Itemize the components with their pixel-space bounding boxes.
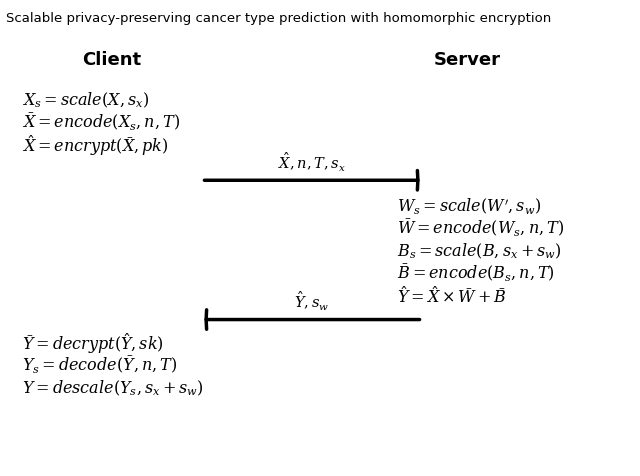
Text: $\bar{X} = encode(X_s, n, T)$: $\bar{X} = encode(X_s, n, T)$	[22, 112, 180, 133]
Text: $\hat{Y}, s_w$: $\hat{Y}, s_w$	[294, 290, 329, 313]
Text: $\bar{Y} = decrypt(\hat{Y}, sk)$: $\bar{Y} = decrypt(\hat{Y}, sk)$	[22, 330, 164, 355]
Text: $X_s = scale(X, s_x)$: $X_s = scale(X, s_x)$	[22, 90, 150, 109]
Text: $W_s = scale(W', s_w)$: $W_s = scale(W', s_w)$	[397, 196, 541, 216]
Text: $\bar{W} = encode(W_s, n, T)$: $\bar{W} = encode(W_s, n, T)$	[397, 218, 564, 238]
Text: $Y = descale(Y_s, s_x + s_w)$: $Y = descale(Y_s, s_x + s_w)$	[22, 378, 204, 397]
Text: $\hat{X}, n, T, s_x$: $\hat{X}, n, T, s_x$	[278, 151, 346, 174]
Text: Client: Client	[83, 50, 141, 69]
Text: $Y_s = decode(\bar{Y}, n, T)$: $Y_s = decode(\bar{Y}, n, T)$	[22, 355, 178, 376]
Text: $\bar{B} = encode(B_s, n, T)$: $\bar{B} = encode(B_s, n, T)$	[397, 262, 555, 283]
Text: $\hat{X} = encrypt(\bar{X}, pk)$: $\hat{X} = encrypt(\bar{X}, pk)$	[22, 132, 169, 157]
Text: $\hat{Y} = \hat{X} \times \bar{W} + \bar{B}$: $\hat{Y} = \hat{X} \times \bar{W} + \bar…	[397, 285, 507, 306]
Text: Server: Server	[434, 50, 500, 69]
Text: $B_s = scale(B, s_x + s_w)$: $B_s = scale(B, s_x + s_w)$	[397, 241, 561, 260]
Text: Scalable privacy-preserving cancer type prediction with homomorphic encryption: Scalable privacy-preserving cancer type …	[6, 12, 552, 25]
